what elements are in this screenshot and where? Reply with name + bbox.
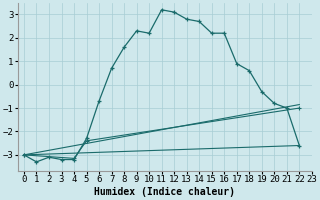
X-axis label: Humidex (Indice chaleur): Humidex (Indice chaleur) xyxy=(94,187,235,197)
